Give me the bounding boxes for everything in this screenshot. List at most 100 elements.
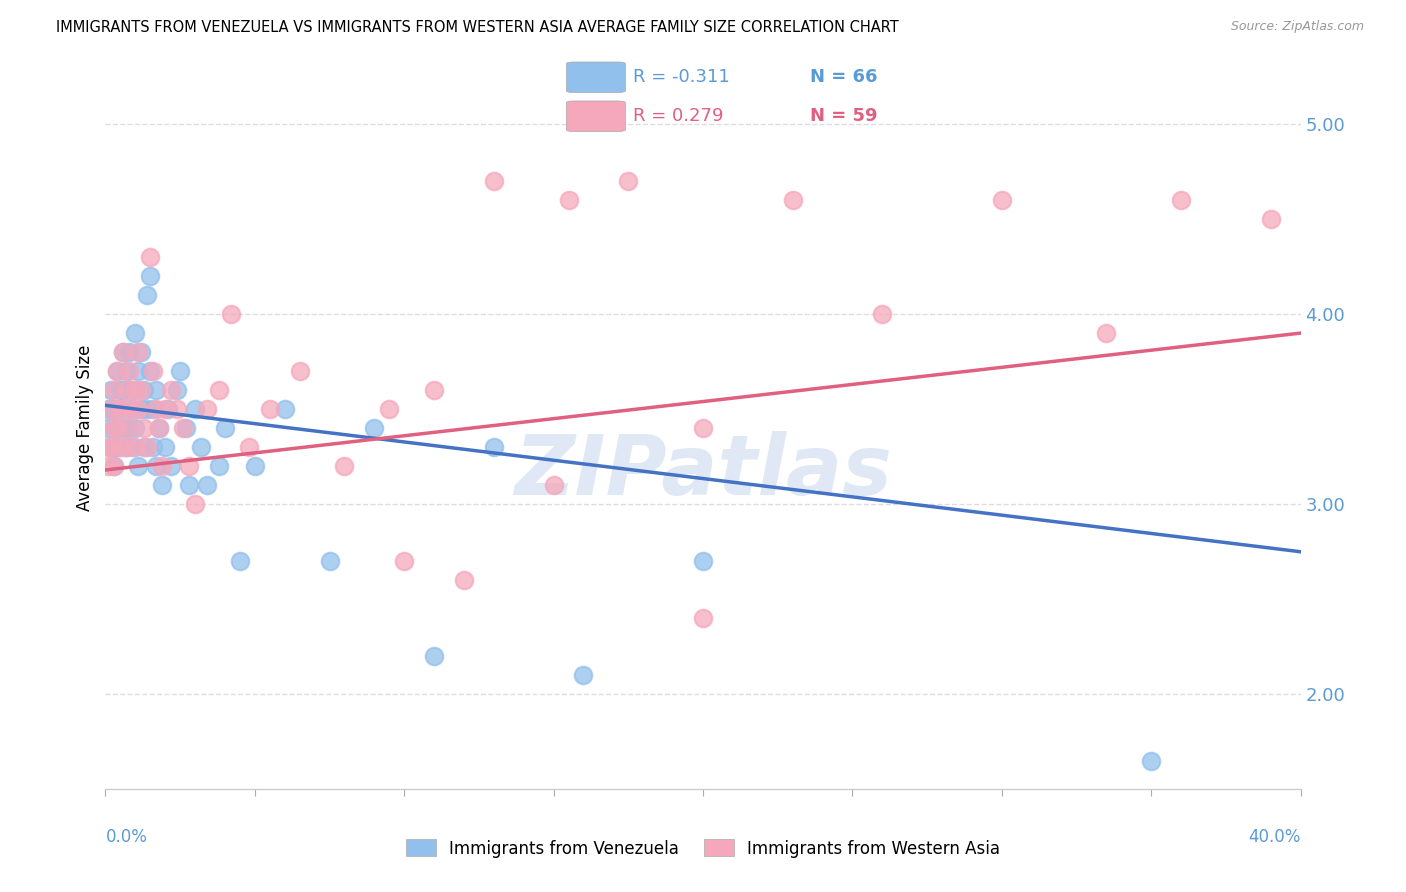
Point [124,440,146,454]
Point [115,402,138,417]
Point [121,402,143,417]
Point [1170,193,1192,207]
Point [160,383,183,397]
Point [107,421,129,435]
Point [155,402,177,417]
Point [155,440,177,454]
Point [124,383,146,397]
Point [150,459,173,474]
Point [110,402,132,417]
Point [177,478,201,492]
Point [100,402,122,417]
Text: N = 66: N = 66 [810,69,877,87]
Point [107,421,129,435]
Point [97,402,120,417]
Point [100,440,122,454]
Legend: Immigrants from Venezuela, Immigrants from Western Asia: Immigrants from Venezuela, Immigrants fr… [399,832,1007,864]
Point [103,440,125,454]
Point [157,402,180,417]
Point [134,440,156,454]
Point [112,345,135,359]
Point [136,288,159,302]
FancyBboxPatch shape [567,62,626,93]
Point [103,383,125,397]
Point [288,364,311,378]
Point [115,440,138,454]
Point [103,459,125,474]
Point [190,440,212,454]
Point [692,554,714,568]
Point [195,402,218,417]
Point [121,402,143,417]
Point [118,345,141,359]
Point [166,383,188,397]
Point [145,459,167,474]
Point [115,364,138,378]
Point [112,345,135,359]
Point [243,459,266,474]
Point [103,421,125,435]
Point [557,193,579,207]
Point [333,459,356,474]
Point [150,478,173,492]
Point [482,440,505,454]
Point [229,554,252,568]
Point [97,459,120,474]
Point [124,383,146,397]
Point [169,364,191,378]
Point [692,421,714,435]
Point [318,554,340,568]
Text: 40.0%: 40.0% [1249,828,1301,846]
Point [100,440,122,454]
Point [872,307,894,321]
Point [1140,754,1163,768]
Point [127,345,149,359]
Point [482,174,505,188]
Point [142,364,165,378]
Point [617,174,640,188]
Point [259,402,281,417]
Point [145,402,167,417]
Point [172,421,194,435]
Point [273,402,295,417]
Point [453,574,475,588]
Point [97,421,120,435]
Point [214,421,236,435]
Point [363,421,385,435]
Point [129,383,153,397]
Text: R = 0.279: R = 0.279 [633,107,724,125]
Point [148,421,170,435]
Point [142,440,165,454]
Point [110,402,132,417]
Y-axis label: Average Family Size: Average Family Size [76,345,94,511]
Point [148,421,170,435]
Point [136,440,159,454]
Point [692,611,714,625]
Point [127,402,149,417]
Point [208,459,231,474]
Point [1260,212,1282,227]
Text: R = -0.311: R = -0.311 [633,69,730,87]
Point [112,383,135,397]
Point [97,440,120,454]
Point [423,383,446,397]
Point [129,402,153,417]
Point [110,440,132,454]
Point [118,421,141,435]
Point [219,307,242,321]
Point [378,402,401,417]
Point [145,383,167,397]
Point [112,421,135,435]
Point [127,459,149,474]
Point [782,193,804,207]
Point [139,364,162,378]
Point [142,402,165,417]
Point [134,421,156,435]
Point [177,459,201,474]
Point [139,268,162,283]
Point [103,402,125,417]
Point [103,459,125,474]
Point [115,383,138,397]
Point [195,478,218,492]
Point [572,668,595,682]
